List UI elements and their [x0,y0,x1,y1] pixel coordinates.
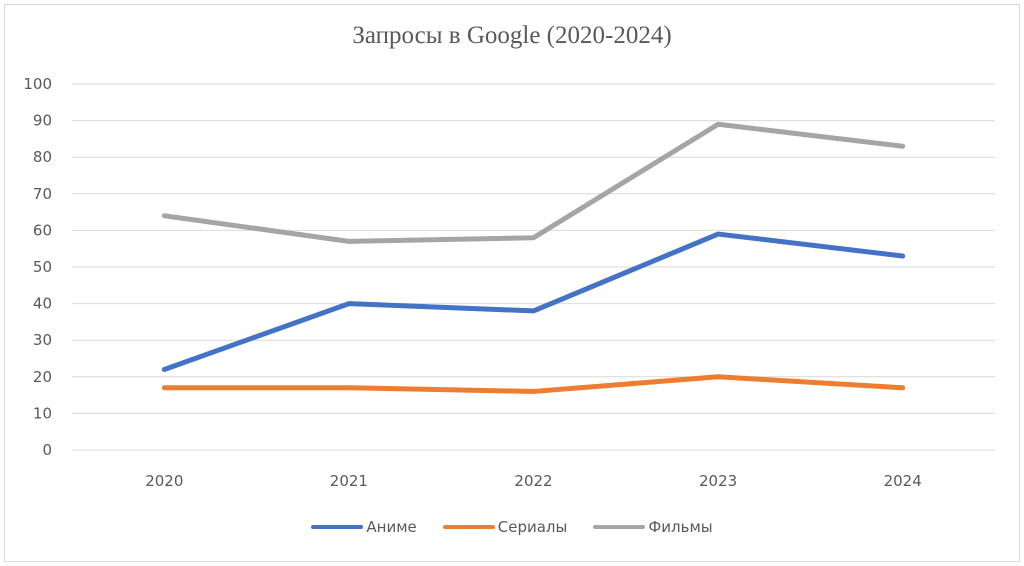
x-axis-ticks: 2020 2021 2022 2023 2024 [145,472,922,490]
y-tick-label: 90 [33,112,52,130]
gridlines [72,83,995,451]
chart-title: Запросы в Google (2020-2024) [352,22,672,49]
y-tick-label: 0 [42,441,52,459]
legend-label-anime: Аниме [366,518,417,536]
legend-item-anime: Аниме [311,518,417,536]
legend-item-serials: Сериалы [442,518,568,536]
series-line [161,121,906,244]
series-line [161,374,906,394]
x-tick-label: 2021 [330,472,368,490]
x-tick-label: 2023 [699,472,737,490]
series-lines [161,121,906,394]
legend: Аниме Сериалы Фильмы [0,518,1024,536]
legend-label-films: Фильмы [648,518,713,536]
x-tick-label: 2024 [884,472,922,490]
y-tick-label: 30 [33,331,52,349]
x-tick-label: 2022 [514,472,552,490]
legend-item-films: Фильмы [593,518,713,536]
legend-label-serials: Сериалы [497,518,568,536]
chart-frame [4,4,1020,562]
series-line [161,231,906,372]
y-tick-label: 20 [33,368,52,386]
legend-swatch-anime [311,525,364,529]
y-tick-label: 70 [33,185,52,203]
y-tick-label: 50 [33,258,52,276]
y-tick-label: 80 [33,148,52,166]
x-tick-label: 2020 [145,472,183,490]
y-tick-label: 40 [33,295,52,313]
y-axis-ticks: 0 10 20 30 40 50 60 70 80 90 100 [23,75,52,459]
y-tick-label: 10 [33,404,52,422]
y-tick-label: 100 [23,75,52,93]
y-tick-label: 60 [33,221,52,239]
legend-swatch-films [593,525,646,529]
legend-swatch-serials [442,525,495,529]
